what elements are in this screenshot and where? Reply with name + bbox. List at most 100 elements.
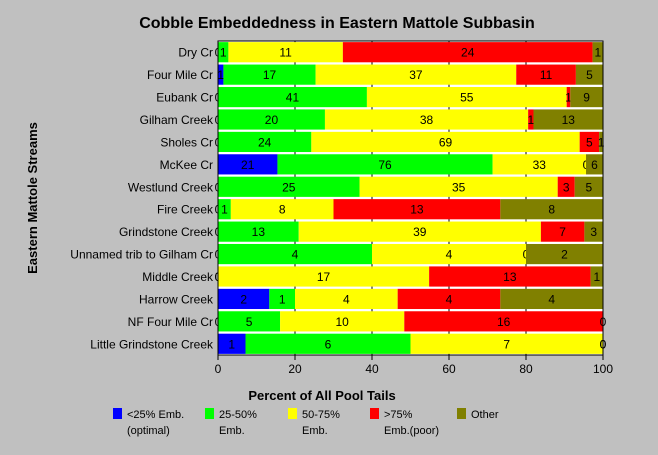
- data-label: 4: [343, 292, 350, 306]
- bar-segment: [230, 199, 334, 220]
- bar-segment: [566, 86, 571, 108]
- data-label: 20: [265, 113, 279, 127]
- legend-item: <25% Emb. (optimal): [113, 408, 184, 437]
- category-label: Middle Creek: [142, 270, 214, 284]
- bar-segment: [557, 176, 575, 197]
- data-label: 1: [565, 91, 572, 105]
- data-label: 5: [586, 68, 593, 82]
- bar-segment: [575, 64, 603, 85]
- data-label: 17: [263, 68, 277, 82]
- data-label: 4: [292, 248, 299, 262]
- x-tick-label: 100: [593, 362, 613, 376]
- data-label: 5: [246, 315, 253, 329]
- bar-segment: [218, 64, 224, 85]
- data-label: 8: [279, 203, 286, 217]
- data-label: 24: [258, 135, 272, 149]
- data-label: 5: [586, 180, 593, 194]
- data-label: 41: [286, 91, 300, 105]
- data-label: 6: [325, 337, 332, 351]
- category-label: Harrow Creek: [139, 292, 214, 306]
- x-tick-label: 60: [442, 362, 456, 376]
- data-label: 16: [497, 315, 511, 329]
- data-label: 10: [336, 315, 350, 329]
- data-label: 1: [594, 46, 601, 60]
- bar-segment: [586, 154, 603, 175]
- legend-item: >75% Emb.(poor): [370, 408, 439, 437]
- data-label: 21: [241, 158, 255, 172]
- category-label: Westlund Creek: [128, 180, 214, 194]
- data-label: 8: [548, 203, 555, 217]
- bar-segment: [500, 288, 603, 310]
- category-label: NF Four Mile Cr: [128, 315, 213, 329]
- data-label: 3: [590, 225, 597, 239]
- legend-swatch: [113, 408, 122, 419]
- bar-segment: [500, 199, 603, 220]
- legend-swatch: [457, 408, 466, 419]
- bar-segment: [516, 64, 576, 85]
- y-axis-title: Eastern Mattole Streams: [25, 122, 40, 274]
- bar-segment: [429, 266, 591, 287]
- bar-segment: [218, 221, 299, 242]
- bar-segment: [333, 199, 501, 220]
- bar-segment: [218, 266, 430, 287]
- bar-segment: [410, 333, 603, 354]
- x-tick-label: 0: [215, 362, 222, 376]
- bar-segment: [579, 131, 600, 153]
- legend-item: 25-50% Emb.: [205, 408, 257, 437]
- data-label: 11: [279, 46, 292, 60]
- data-label: 76: [378, 158, 392, 172]
- legend-label: Emb.(poor): [384, 425, 439, 437]
- bar-segment: [372, 243, 526, 265]
- legend-label: Emb.: [219, 425, 245, 437]
- legend-label: Emb.: [302, 425, 328, 437]
- legend-label: 25-50%: [219, 409, 257, 421]
- legend-label: >75%: [384, 409, 413, 421]
- data-label: 1: [220, 46, 227, 60]
- bar-segment: [574, 176, 603, 197]
- data-label: 24: [461, 46, 475, 60]
- bar-segment: [492, 154, 587, 175]
- bar-segment: [315, 64, 517, 85]
- data-label: 17: [317, 270, 331, 284]
- legend-item: 50-75% Emb.: [288, 408, 340, 437]
- bar-segment: [277, 154, 493, 175]
- data-label: 13: [503, 270, 517, 284]
- data-label: 4: [446, 292, 453, 306]
- category-label: Fire Creek: [157, 203, 214, 217]
- bar-segment: [570, 86, 603, 108]
- category-label: Sholes Cr: [160, 135, 213, 149]
- category-label: Four Mile Cr: [147, 68, 213, 82]
- data-label: 6: [591, 158, 598, 172]
- data-label: 33: [533, 158, 547, 172]
- bar-segment: [324, 109, 529, 130]
- data-label: 1: [217, 68, 224, 82]
- category-label: McKee Cr: [160, 158, 213, 172]
- data-label: 13: [252, 225, 266, 239]
- category-label: Unnamed trib to Gilham Cr: [70, 248, 213, 262]
- bar-segment: [342, 42, 593, 63]
- data-label: 1: [221, 203, 228, 217]
- data-label: 4: [548, 292, 555, 306]
- data-label: 7: [503, 337, 510, 351]
- bar-segment: [404, 311, 603, 332]
- bar-segment: [298, 221, 541, 242]
- bar-segment: [540, 221, 585, 242]
- legend-item: Other: [457, 408, 499, 421]
- category-label: Grindstone Creek: [119, 225, 214, 239]
- legend-swatch: [288, 408, 297, 419]
- data-label: 1: [279, 292, 286, 306]
- data-label: 25: [282, 180, 296, 194]
- bar-segment: [359, 176, 558, 197]
- bar-segment: [599, 131, 603, 153]
- bar-segment: [526, 243, 603, 265]
- data-label: 2: [561, 248, 568, 262]
- bar-segment: [366, 86, 567, 108]
- category-label: Little Grindstone Creek: [90, 337, 214, 351]
- x-axis-title: Percent of All Pool Tails: [248, 388, 395, 403]
- bar-segment: [528, 109, 534, 130]
- bar-segment: [590, 266, 603, 287]
- data-label: 1: [598, 135, 605, 149]
- legend-swatch: [205, 408, 214, 419]
- data-label: 3: [563, 180, 570, 194]
